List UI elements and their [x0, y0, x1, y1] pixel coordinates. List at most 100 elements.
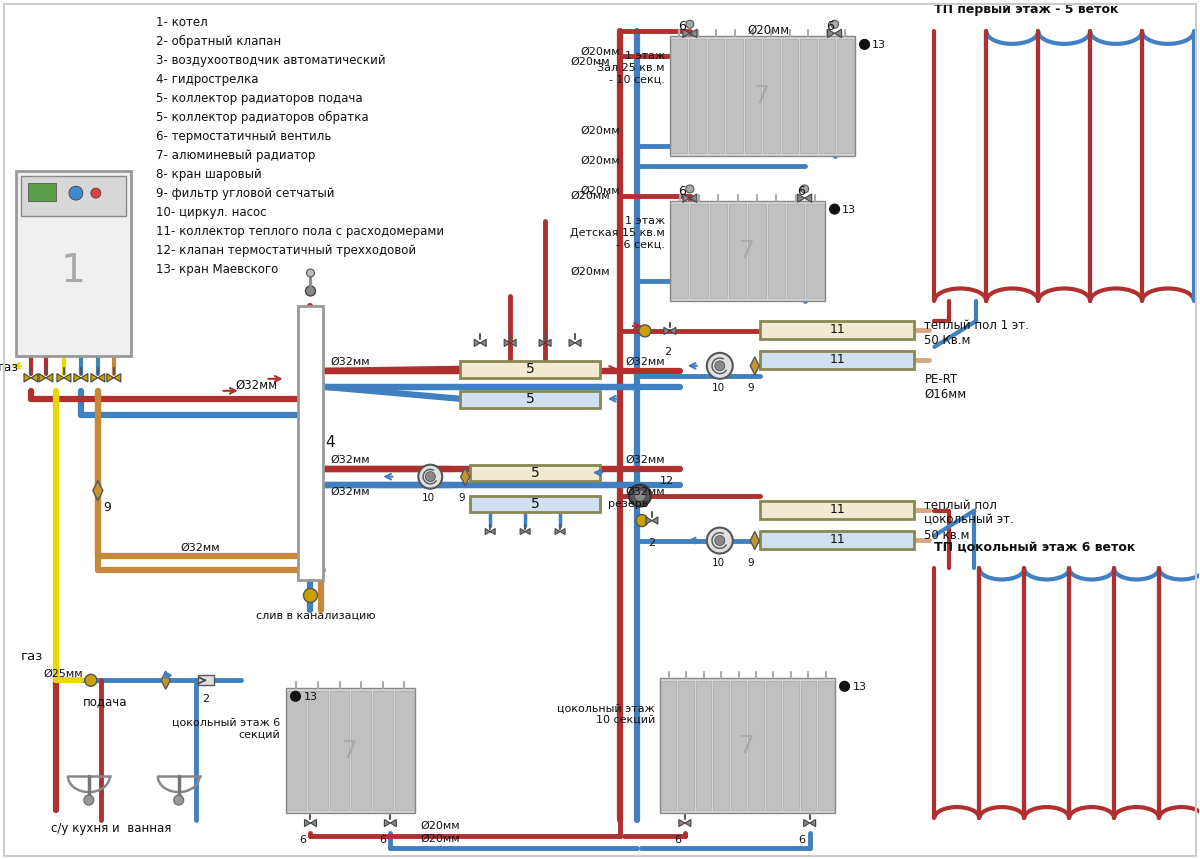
Text: теплый пол 1 эт.
50 Кв.м: теплый пол 1 эт. 50 Кв.м: [924, 319, 1030, 347]
Text: Ø32мм: Ø32мм: [330, 454, 370, 465]
Bar: [760, 350, 914, 369]
Text: 5: 5: [526, 362, 534, 376]
Polygon shape: [114, 374, 121, 382]
Circle shape: [829, 204, 840, 214]
Bar: [678, 681, 694, 810]
Polygon shape: [98, 374, 104, 382]
Text: 5- коллектор радиаторов обратка: 5- коллектор радиаторов обратка: [156, 112, 368, 125]
Bar: [749, 204, 766, 298]
Text: 2: 2: [202, 694, 209, 704]
Bar: [726, 40, 743, 153]
Polygon shape: [526, 528, 530, 534]
Bar: [690, 204, 708, 298]
Text: Ø20мм: Ø20мм: [570, 192, 610, 201]
Bar: [760, 321, 914, 339]
Text: 6: 6: [300, 835, 306, 845]
Polygon shape: [80, 374, 88, 382]
Bar: [838, 40, 853, 153]
Polygon shape: [560, 528, 565, 534]
Bar: [661, 681, 677, 810]
Text: 13- кран Маевского: 13- кран Маевского: [156, 263, 278, 276]
Circle shape: [629, 484, 650, 507]
Circle shape: [174, 795, 184, 805]
Text: 7- алюминевый радиатор: 7- алюминевый радиатор: [156, 149, 316, 162]
Text: Ø32мм: Ø32мм: [330, 487, 370, 497]
Polygon shape: [685, 819, 691, 826]
Circle shape: [290, 691, 300, 701]
Bar: [763, 40, 780, 153]
Polygon shape: [646, 517, 652, 524]
Bar: [708, 40, 725, 153]
Text: 1- котел: 1- котел: [156, 16, 208, 29]
Text: 9- фильтр угловой сетчатый: 9- фильтр угловой сетчатый: [156, 187, 335, 200]
Polygon shape: [539, 339, 545, 346]
Bar: [696, 681, 712, 810]
Bar: [330, 691, 349, 810]
Polygon shape: [575, 339, 581, 346]
Polygon shape: [690, 29, 697, 38]
Text: 12- клапан термостатичный трехходовой: 12- клапан термостатичный трехходовой: [156, 244, 416, 257]
Text: 6: 6: [674, 835, 680, 845]
Bar: [781, 40, 798, 153]
Polygon shape: [24, 374, 31, 382]
Polygon shape: [835, 29, 841, 38]
Text: Ø20мм: Ø20мм: [420, 834, 460, 844]
Bar: [766, 681, 781, 810]
Text: 7: 7: [755, 84, 770, 108]
Polygon shape: [480, 339, 486, 346]
Text: с/у кухня и  ванная: с/у кухня и ванная: [50, 822, 172, 835]
Polygon shape: [31, 374, 38, 382]
Text: ТП цокольный этаж 6 веток: ТП цокольный этаж 6 веток: [935, 540, 1135, 553]
Polygon shape: [74, 374, 80, 382]
Circle shape: [419, 465, 443, 489]
Bar: [395, 691, 414, 810]
Bar: [800, 681, 816, 810]
Circle shape: [800, 185, 809, 193]
Bar: [470, 496, 600, 512]
Bar: [800, 40, 817, 153]
Circle shape: [306, 286, 316, 296]
Circle shape: [707, 353, 733, 379]
Bar: [308, 691, 328, 810]
Polygon shape: [64, 374, 71, 382]
Circle shape: [306, 269, 314, 277]
Text: 10- циркул. насос: 10- циркул. насос: [156, 206, 266, 219]
Polygon shape: [652, 517, 658, 524]
Circle shape: [830, 21, 839, 28]
Polygon shape: [683, 29, 690, 38]
Text: 9: 9: [748, 383, 755, 393]
Bar: [287, 691, 306, 810]
Circle shape: [686, 21, 694, 28]
Polygon shape: [750, 356, 760, 375]
Text: 5- коллектор радиаторов подача: 5- коллектор радиаторов подача: [156, 92, 362, 106]
Circle shape: [425, 472, 436, 482]
Circle shape: [840, 681, 850, 691]
Text: Ø20мм: Ø20мм: [420, 821, 460, 831]
Circle shape: [85, 674, 97, 686]
Text: 9: 9: [748, 557, 755, 568]
Polygon shape: [664, 327, 670, 334]
Text: 5: 5: [526, 392, 534, 405]
Text: 3- воздухоотводчик автоматический: 3- воздухоотводчик автоматический: [156, 54, 385, 67]
Text: 7: 7: [342, 739, 359, 763]
Text: Ø32мм: Ø32мм: [625, 356, 665, 367]
Text: теплый пол
цокольный эт.
50 кв.м: теплый пол цокольный эт. 50 кв.м: [924, 498, 1014, 542]
Bar: [28, 183, 56, 201]
Bar: [198, 675, 214, 685]
Polygon shape: [305, 819, 311, 826]
Text: Ø20мм: Ø20мм: [580, 156, 619, 166]
Circle shape: [636, 515, 648, 527]
Polygon shape: [810, 819, 816, 826]
Text: 13: 13: [852, 682, 866, 692]
Bar: [660, 679, 835, 813]
Polygon shape: [461, 467, 469, 485]
Polygon shape: [798, 194, 805, 203]
Text: 5: 5: [530, 497, 540, 510]
Text: 6- термостатичный вентиль: 6- термостатичный вентиль: [156, 131, 331, 143]
Text: 11: 11: [829, 353, 845, 366]
Text: Ø20мм: Ø20мм: [580, 46, 619, 57]
Polygon shape: [679, 819, 685, 826]
Bar: [670, 36, 854, 156]
Polygon shape: [805, 194, 811, 203]
Text: слив в канализацию: слив в канализацию: [256, 611, 376, 620]
